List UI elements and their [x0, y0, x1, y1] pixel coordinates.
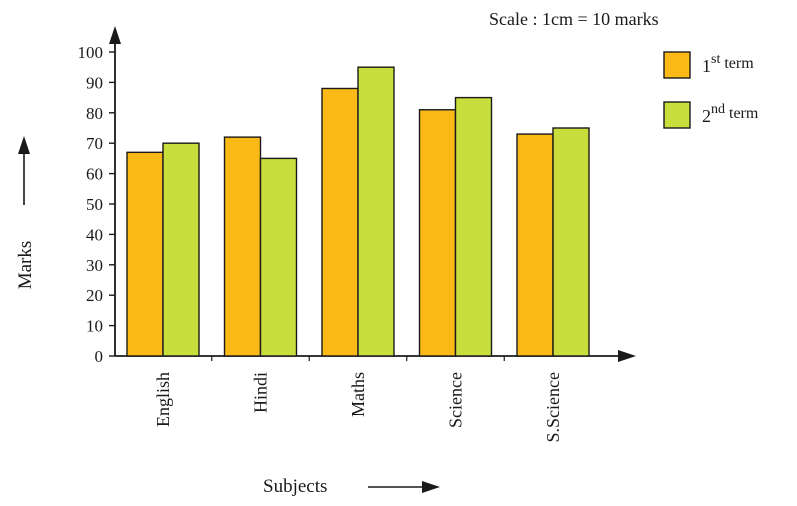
legend-swatch	[663, 51, 691, 79]
y-tick-label: 20	[86, 286, 103, 305]
y-tick-label: 0	[95, 347, 104, 366]
x-category-label: English	[153, 372, 173, 427]
y-axis-arrow-icon	[109, 26, 121, 44]
legend-swatch	[663, 101, 691, 129]
bar-first-term	[418, 109, 457, 357]
x-category-label: Science	[446, 372, 466, 428]
x-axis-arrow-icon	[618, 350, 636, 362]
x-category-label: Hindi	[251, 372, 271, 413]
y-tick-label: 40	[86, 225, 103, 244]
legend-label: 2nd term	[702, 102, 759, 126]
y-tick-label: 10	[86, 317, 103, 336]
x-category-label: Maths	[348, 372, 368, 417]
legend-label: 1st term	[702, 52, 754, 76]
y-tick-label: 90	[86, 73, 103, 92]
bars	[126, 66, 590, 357]
bar-second-term	[259, 157, 298, 357]
scale-note: Scale : 1cm = 10 marks	[489, 9, 659, 29]
y-tick-label: 60	[86, 165, 103, 184]
bar-second-term	[162, 142, 200, 357]
bar-first-term	[126, 151, 164, 357]
y-tick-label: 50	[86, 195, 103, 214]
legend: 1st term 2nd term	[663, 51, 759, 129]
bar-second-term	[357, 66, 395, 357]
y-tick-label: 80	[86, 104, 103, 123]
y-label-arrow-icon	[18, 136, 30, 205]
x-category-label: S.Science	[543, 372, 563, 442]
x-category-labels: English Hindi Maths Science S.Science	[153, 356, 563, 442]
bar-first-term	[516, 133, 554, 357]
x-label-arrow-icon	[368, 481, 440, 493]
y-tick-label: 70	[86, 134, 103, 153]
bar-second-term	[552, 127, 590, 357]
bar-first-term	[321, 87, 359, 357]
bar-first-term	[223, 136, 262, 357]
y-axis-label: Marks	[15, 241, 36, 290]
y-tick-label: 30	[86, 256, 103, 275]
y-tick-label: 100	[78, 43, 104, 62]
x-axis-label: Subjects	[263, 476, 327, 497]
y-ticks: 0 10 20 30 40 50 60 70 80 90 100	[78, 43, 115, 366]
bar-second-term	[454, 96, 493, 357]
